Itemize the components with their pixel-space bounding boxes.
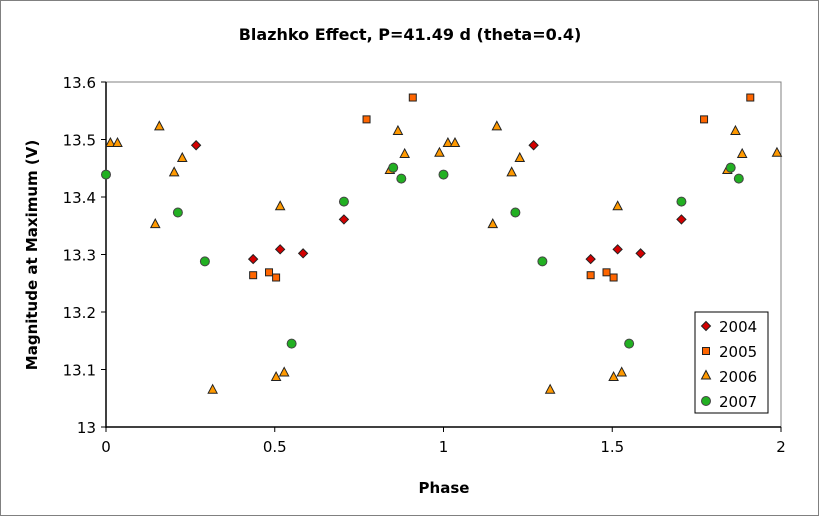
data-point-2005 xyxy=(586,271,595,280)
legend: 2004 2005 2006 2007 xyxy=(694,311,769,414)
y-tick-label: 13.1 xyxy=(63,362,96,380)
data-point-2006 xyxy=(449,136,461,148)
data-point-2004 xyxy=(338,214,350,225)
legend-marker-2007 xyxy=(701,396,711,406)
data-point-2006 xyxy=(608,370,619,382)
data-point-2006 xyxy=(736,147,748,158)
data-point-2006 xyxy=(153,120,165,131)
data-point-2004 xyxy=(585,253,596,265)
data-point-2004 xyxy=(635,248,646,259)
legend-label-2006: 2006 xyxy=(719,368,757,386)
data-point-2006 xyxy=(491,120,503,131)
data-point-2004 xyxy=(190,140,202,151)
data-point-2005 xyxy=(408,93,417,102)
data-point-2007 xyxy=(172,207,183,218)
data-point-2006 xyxy=(207,383,218,394)
data-point-2006 xyxy=(487,218,499,229)
data-point-2007 xyxy=(725,162,736,173)
data-point-2006 xyxy=(612,200,623,211)
legend-label-2004: 2004 xyxy=(719,318,757,336)
data-point-2007 xyxy=(199,256,210,267)
data-point-2006 xyxy=(168,166,180,177)
data-point-2005 xyxy=(746,93,755,102)
data-point-2007 xyxy=(510,207,521,218)
x-tick-label: 0 xyxy=(101,438,111,456)
y-tick-label: 13 xyxy=(77,419,96,437)
data-point-2004 xyxy=(247,253,259,265)
data-point-2004 xyxy=(612,244,623,255)
data-point-2006 xyxy=(771,146,783,157)
data-point-2006 xyxy=(442,136,454,148)
data-point-2006 xyxy=(514,151,526,162)
data-point-2006 xyxy=(434,146,445,157)
legend-marker-2005 xyxy=(702,347,710,355)
data-point-2006 xyxy=(730,124,741,135)
data-point-2007 xyxy=(733,173,744,184)
data-point-2007 xyxy=(438,169,449,180)
data-point-2007 xyxy=(338,196,349,207)
data-point-2006 xyxy=(149,218,161,229)
x-tick-label: 1.5 xyxy=(600,438,624,456)
chart-title: Blazhko Effect, P=41.49 d (theta=0.4) xyxy=(239,25,582,44)
data-point-2005 xyxy=(700,115,709,124)
legend-marker-2004 xyxy=(700,320,712,332)
data-point-2004 xyxy=(274,244,286,255)
data-point-2005 xyxy=(249,271,258,280)
x-tick-label: 2 xyxy=(776,438,786,456)
x-tick-label: 0.5 xyxy=(263,438,287,456)
data-point-2006 xyxy=(506,166,518,177)
data-point-2005 xyxy=(609,273,618,282)
data-point-2007 xyxy=(676,196,687,207)
data-point-2007 xyxy=(286,338,297,349)
data-point-2006 xyxy=(616,366,628,377)
axes: 0 0.5 1 1.5 2 13 13.1 13.2 13.3 13.4 13.5 13.6 xyxy=(63,74,786,456)
data-points xyxy=(101,93,783,394)
y-axis-label: Magnitude at Maximum (V) xyxy=(23,140,41,370)
data-point-2006 xyxy=(392,124,404,135)
legend-label-2007: 2007 xyxy=(719,393,757,411)
y-tick-label: 13.3 xyxy=(63,247,96,265)
data-point-2006 xyxy=(105,136,116,148)
data-point-2006 xyxy=(278,366,290,377)
y-tick-label: 13.6 xyxy=(63,74,96,92)
data-point-2006 xyxy=(274,200,286,211)
x-tick-label: 1 xyxy=(439,438,449,456)
data-point-2005 xyxy=(602,268,611,277)
y-tick-label: 13.5 xyxy=(63,132,96,150)
data-point-2004 xyxy=(297,248,309,259)
legend-marker-2006 xyxy=(700,369,712,380)
x-axis-label: Phase xyxy=(419,479,470,497)
data-point-2006 xyxy=(176,151,188,162)
data-point-2004 xyxy=(676,214,687,225)
y-tick-label: 13.4 xyxy=(63,189,96,207)
data-point-2006 xyxy=(544,383,556,394)
data-point-2007 xyxy=(388,162,399,173)
data-point-2006 xyxy=(270,370,282,382)
data-point-2005 xyxy=(265,268,274,277)
y-tick-label: 13.2 xyxy=(63,304,96,322)
data-point-2006 xyxy=(112,136,123,148)
data-point-2007 xyxy=(624,338,635,349)
legend-label-2005: 2005 xyxy=(719,343,757,361)
data-point-2005 xyxy=(272,273,281,282)
data-point-2006 xyxy=(399,147,411,158)
data-point-2007 xyxy=(537,256,548,267)
data-point-2007 xyxy=(101,169,111,180)
data-point-2005 xyxy=(362,115,371,124)
data-point-2004 xyxy=(528,140,539,151)
plot-area-border xyxy=(105,81,782,428)
data-point-2007 xyxy=(396,173,407,184)
